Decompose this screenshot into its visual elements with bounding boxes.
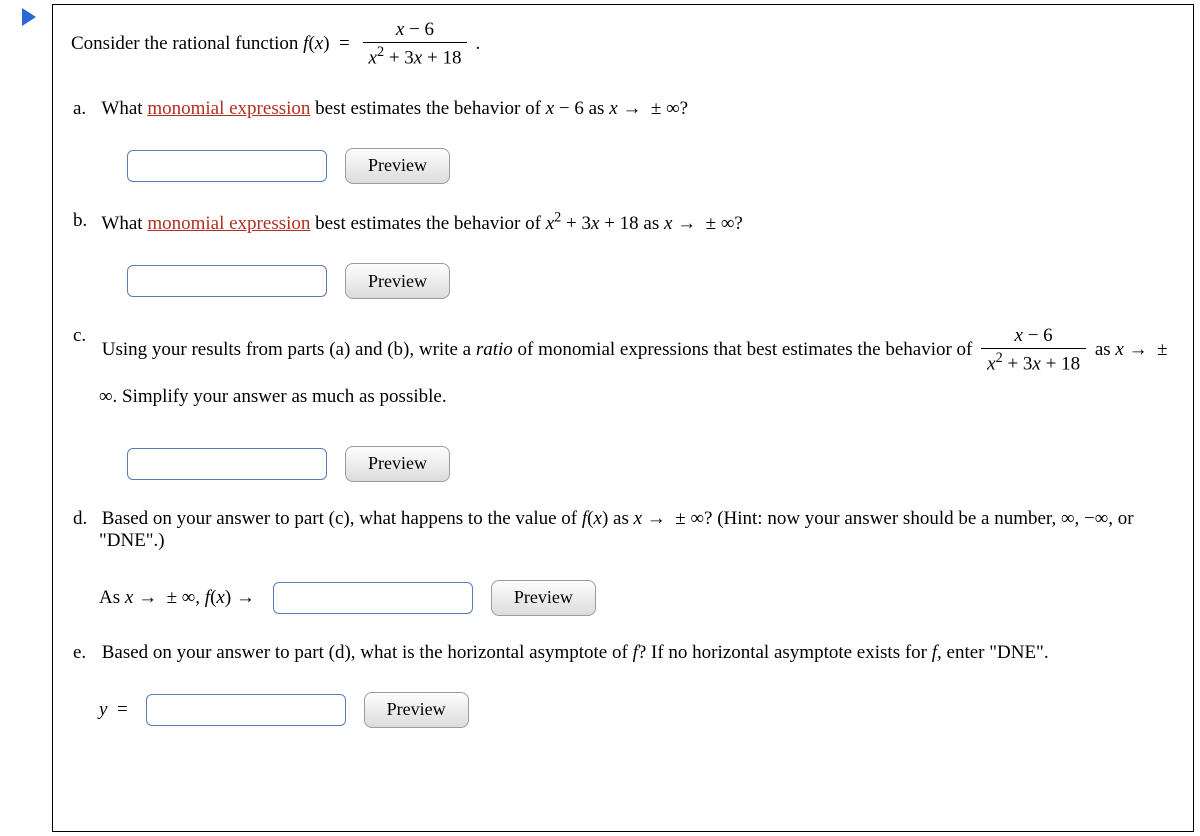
intro-text: Consider the rational function f(x) = [71, 33, 355, 55]
ratio-emphasis: ratio [476, 339, 513, 360]
part-e-answer-row: y = Preview [99, 692, 1173, 728]
part-c: c. Using your results from parts (a) and… [99, 325, 1173, 482]
part-c-text: Using your results from parts (a) and (b… [99, 339, 1168, 407]
part-b-label: b. [73, 210, 97, 232]
part-a-text: What monomial expression best estimates … [101, 98, 688, 119]
part-b-input[interactable] [127, 265, 327, 297]
part-c-label: c. [73, 325, 97, 347]
part-e-prefix: y = [99, 699, 128, 721]
part-e-label: e. [73, 642, 97, 664]
part-c-preview-button[interactable]: Preview [345, 446, 450, 482]
monomial-link-b[interactable]: monomial expression [147, 213, 310, 234]
part-a-label: a. [73, 98, 97, 120]
part-a: a. What monomial expression best estimat… [99, 98, 1173, 184]
part-d-input[interactable] [273, 582, 473, 614]
part-a-input[interactable] [127, 150, 327, 182]
part-e-input[interactable] [146, 694, 346, 726]
part-d-text: Based on your answer to part (c), what h… [99, 508, 1134, 551]
part-e-preview-button[interactable]: Preview [364, 692, 469, 728]
part-a-answer-row: Preview [127, 148, 1173, 184]
intro-suffix: . [475, 33, 480, 55]
part-c-input[interactable] [127, 448, 327, 480]
part-c-answer-row: Preview [127, 446, 1173, 482]
part-d-preview-button[interactable]: Preview [491, 580, 596, 616]
part-b: b. What monomial expression best estimat… [99, 210, 1173, 299]
part-d-prefix: As x → ± ∞, f(x) → [99, 587, 255, 609]
question-container: Consider the rational function f(x) = x … [52, 4, 1194, 832]
expand-arrow-icon[interactable] [22, 8, 36, 26]
monomial-link-a[interactable]: monomial expression [147, 98, 310, 119]
question-parts: a. What monomial expression best estimat… [71, 98, 1173, 728]
part-b-text: What monomial expression best estimates … [101, 213, 742, 234]
part-b-preview-button[interactable]: Preview [345, 263, 450, 299]
part-c-fraction: x − 6 x2 + 3x + 18 [981, 325, 1086, 376]
part-d-label: d. [73, 508, 97, 530]
part-e: e. Based on your answer to part (d), wha… [99, 642, 1173, 728]
part-a-preview-button[interactable]: Preview [345, 148, 450, 184]
part-b-answer-row: Preview [127, 263, 1173, 299]
part-e-text: Based on your answer to part (d), what i… [102, 642, 1049, 663]
question-intro: Consider the rational function f(x) = x … [71, 19, 1173, 70]
intro-fraction: x − 6 x2 + 3x + 18 [363, 19, 468, 70]
part-d-answer-row: As x → ± ∞, f(x) → Preview [99, 580, 1173, 616]
part-d: d. Based on your answer to part (c), wha… [99, 508, 1173, 616]
